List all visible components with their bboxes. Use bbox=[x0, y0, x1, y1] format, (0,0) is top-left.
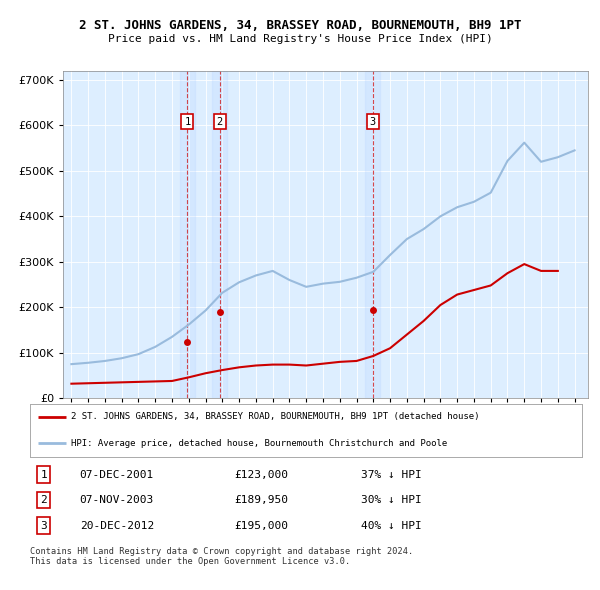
Text: 40% ↓ HPI: 40% ↓ HPI bbox=[361, 520, 422, 530]
Text: 3: 3 bbox=[370, 117, 376, 126]
Text: 2: 2 bbox=[40, 495, 47, 505]
Text: 07-DEC-2001: 07-DEC-2001 bbox=[80, 470, 154, 480]
Text: 37% ↓ HPI: 37% ↓ HPI bbox=[361, 470, 422, 480]
Text: 07-NOV-2003: 07-NOV-2003 bbox=[80, 495, 154, 505]
Text: 3: 3 bbox=[40, 520, 47, 530]
Text: 30% ↓ HPI: 30% ↓ HPI bbox=[361, 495, 422, 505]
Text: 1: 1 bbox=[40, 470, 47, 480]
Text: £123,000: £123,000 bbox=[234, 470, 288, 480]
Text: £195,000: £195,000 bbox=[234, 520, 288, 530]
Text: 20-DEC-2012: 20-DEC-2012 bbox=[80, 520, 154, 530]
Text: 2 ST. JOHNS GARDENS, 34, BRASSEY ROAD, BOURNEMOUTH, BH9 1PT: 2 ST. JOHNS GARDENS, 34, BRASSEY ROAD, B… bbox=[79, 19, 521, 32]
Text: Price paid vs. HM Land Registry's House Price Index (HPI): Price paid vs. HM Land Registry's House … bbox=[107, 34, 493, 44]
Text: £189,950: £189,950 bbox=[234, 495, 288, 505]
Bar bbox=[180, 71, 195, 398]
Bar bbox=[365, 71, 380, 398]
Text: 2 ST. JOHNS GARDENS, 34, BRASSEY ROAD, BOURNEMOUTH, BH9 1PT (detached house): 2 ST. JOHNS GARDENS, 34, BRASSEY ROAD, B… bbox=[71, 412, 480, 421]
Bar bbox=[212, 71, 227, 398]
Text: 1: 1 bbox=[184, 117, 191, 126]
Text: HPI: Average price, detached house, Bournemouth Christchurch and Poole: HPI: Average price, detached house, Bour… bbox=[71, 439, 448, 448]
Text: Contains HM Land Registry data © Crown copyright and database right 2024.
This d: Contains HM Land Registry data © Crown c… bbox=[30, 547, 413, 566]
Text: 2: 2 bbox=[217, 117, 223, 126]
